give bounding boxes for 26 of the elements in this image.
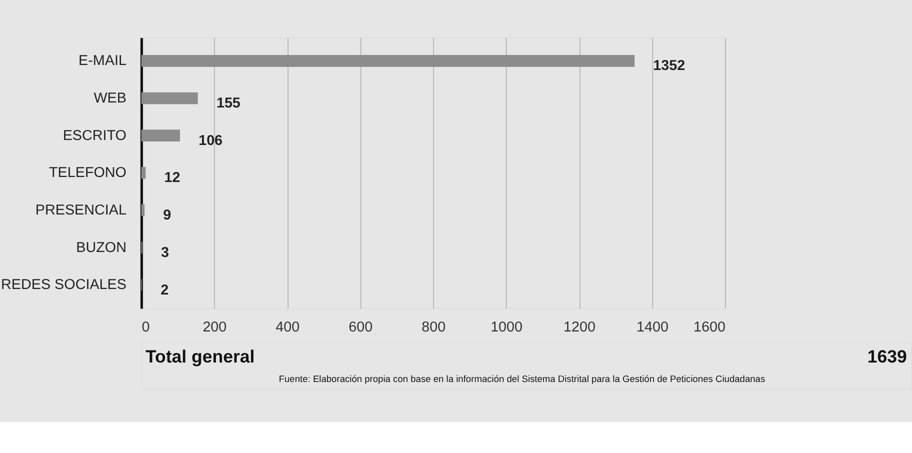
x-tick-label: 400	[276, 320, 300, 336]
text: Total general	[146, 346, 255, 366]
data-label: 12	[164, 170, 180, 186]
x-tick-label: 1200	[564, 320, 596, 336]
data-label: 106	[198, 132, 223, 149]
data-label: 2	[160, 282, 169, 298]
data-label: 3	[160, 244, 169, 261]
x-tick-label: 0	[142, 320, 150, 336]
x-tick-label: 800	[422, 320, 446, 336]
data-label: 1352	[653, 58, 686, 74]
y-tick-label: BUZON	[76, 240, 126, 256]
y-tick-label: E-MAIL	[78, 53, 126, 70]
data-label: 155	[216, 96, 240, 112]
x-tick-label: 200	[202, 320, 227, 336]
text: 1639	[867, 346, 908, 366]
y-tick-label: REDES SOCIALES	[1, 277, 126, 294]
y-tick-label: TELEFONO	[48, 165, 126, 182]
source-note: Fuente: Elaboración propia con base en la información del Sistema Distrital para la Gestión de Peticiones Ciudadanas	[278, 374, 766, 384]
data-label: 9	[163, 208, 172, 224]
x-tick-label: 600	[348, 320, 373, 336]
x-tick-label: 1600	[693, 320, 726, 336]
x-tick-label: 1000	[490, 320, 523, 336]
y-tick-label: WEB	[94, 90, 126, 106]
y-tick-label: ESCRITO	[62, 128, 126, 144]
y-tick-label: PRESENCIAL	[35, 202, 126, 218]
x-tick-label: 1400	[636, 320, 668, 336]
